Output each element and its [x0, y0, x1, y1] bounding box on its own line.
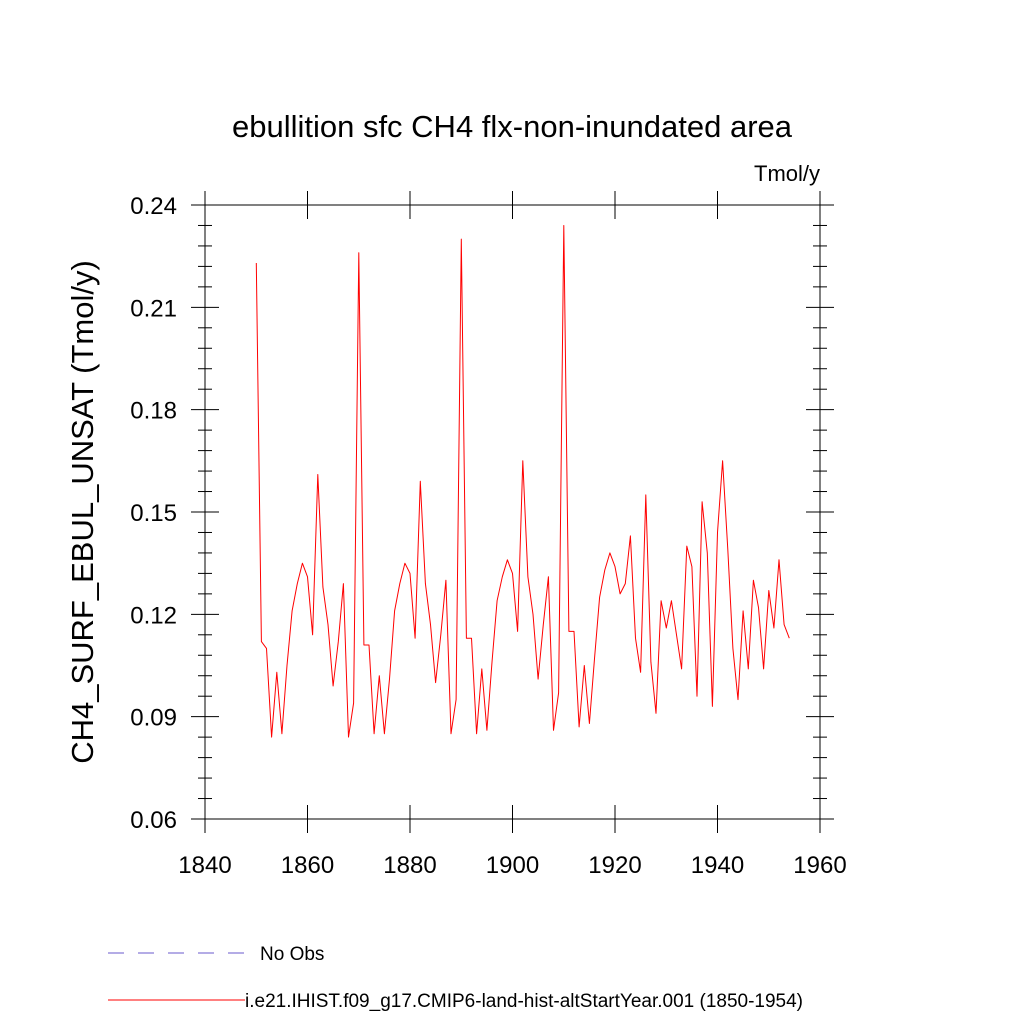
legend-label-simulation: i.e21.IHIST.f09_g17.CMIP6-land-hist-altS…: [245, 991, 803, 1012]
plot-frame: [204, 204, 821, 820]
legend-label-no-obs: No Obs: [260, 944, 324, 965]
units-label: Tmol/y: [754, 161, 820, 186]
series-group: [255, 225, 790, 738]
y-tick-label: 0.21: [130, 295, 177, 322]
y-tick-label: 0.09: [130, 705, 177, 732]
y-axis-label: CH4_SURF_EBUL_UNSAT (Tmol/y): [65, 260, 100, 764]
x-tick-label: 1860: [281, 852, 334, 879]
x-tick-label: 1880: [383, 852, 436, 879]
series-line-1: [255, 225, 790, 738]
legend: No Obs i.e21.IHIST.f09_g17.CMIP6-land-hi…: [108, 944, 803, 1012]
x-axis-ticks: [204, 191, 821, 833]
x-tick-label: 1920: [588, 852, 641, 879]
y-tick-label: 0.12: [130, 602, 177, 629]
y-axis-tick-labels: 0.06 0.09 0.12 0.15 0.18 0.21 0.24: [130, 193, 177, 834]
x-tick-label: 1840: [178, 852, 231, 879]
x-tick-label: 1900: [486, 852, 539, 879]
x-tick-label: 1940: [691, 852, 744, 879]
y-tick-label: 0.06: [130, 807, 177, 834]
x-axis-tick-labels: 1840 1860 1880 1900 1920 1940 1960: [178, 852, 846, 879]
y-tick-label: 0.18: [130, 398, 177, 425]
y-tick-label: 0.24: [130, 193, 177, 220]
y-axis-ticks: [191, 204, 834, 820]
y-tick-label: 0.15: [130, 500, 177, 527]
x-tick-label: 1960: [793, 852, 846, 879]
chart-title: ebullition sfc CH4 flx-non-inundated are…: [232, 109, 793, 144]
